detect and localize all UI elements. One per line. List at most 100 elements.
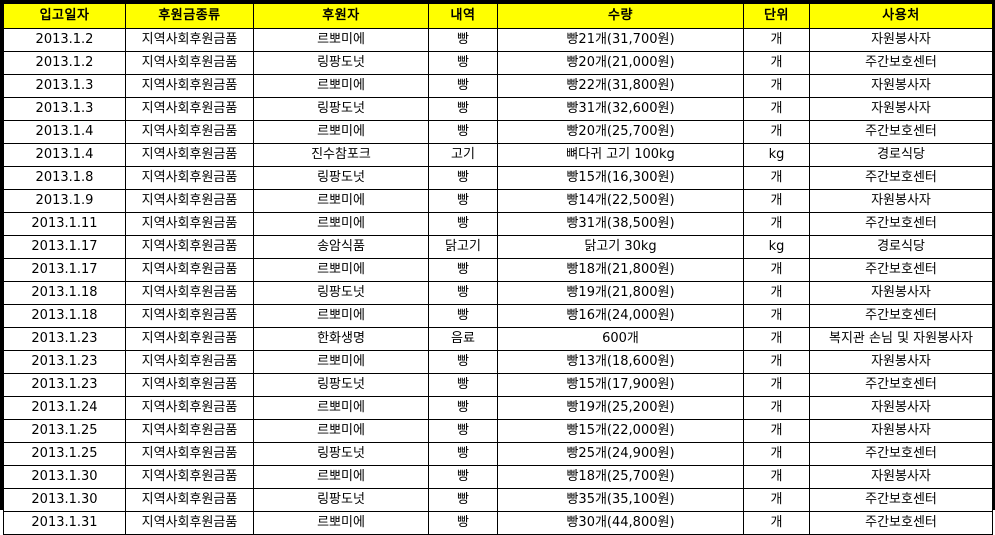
cell-qty[interactable]: 빵30개(44,800원) [497,511,744,535]
cell-donor[interactable]: 르뽀미에 [253,74,429,98]
cell-qty[interactable]: 빵19개(25,200원) [497,396,744,420]
cell-usage[interactable]: 자원봉사자 [809,74,993,98]
cell-usage[interactable]: 복지관 손님 및 자원봉사자 [809,327,993,351]
cell-unit[interactable]: 개 [743,465,810,489]
cell-date[interactable]: 2013.1.4 [3,120,126,144]
cell-unit[interactable]: 개 [743,396,810,420]
cell-date[interactable]: 2013.1.23 [3,350,126,374]
cell-usage[interactable]: 주간보호센터 [809,304,993,328]
cell-date[interactable]: 2013.1.24 [3,396,126,420]
cell-usage[interactable]: 주간보호센터 [809,120,993,144]
cell-usage[interactable]: 주간보호센터 [809,51,993,75]
cell-donor[interactable]: 한화생명 [253,327,429,351]
cell-donor[interactable]: 진수참포크 [253,143,429,167]
cell-donor[interactable]: 링팡도넛 [253,281,429,305]
cell-unit[interactable]: kg [743,235,810,259]
cell-date[interactable]: 2013.1.18 [3,304,126,328]
cell-unit[interactable]: 개 [743,189,810,213]
cell-detail[interactable]: 빵 [428,511,498,535]
cell-unit[interactable]: 개 [743,281,810,305]
cell-kind[interactable]: 지역사회후원금품 [125,396,254,420]
cell-unit[interactable]: 개 [743,373,810,397]
cell-donor[interactable]: 르뽀미에 [253,350,429,374]
cell-unit[interactable]: 개 [743,120,810,144]
cell-unit[interactable]: 개 [743,419,810,443]
column-header-donor[interactable]: 후원자 [253,3,429,29]
cell-unit[interactable]: 개 [743,511,810,535]
cell-qty[interactable]: 600개 [497,327,744,351]
cell-usage[interactable]: 자원봉사자 [809,97,993,121]
cell-qty[interactable]: 빵20개(21,000원) [497,51,744,75]
cell-detail[interactable]: 고기 [428,143,498,167]
cell-date[interactable]: 2013.1.3 [3,74,126,98]
cell-detail[interactable]: 음료 [428,327,498,351]
cell-detail[interactable]: 빵 [428,396,498,420]
cell-kind[interactable]: 지역사회후원금품 [125,304,254,328]
cell-kind[interactable]: 지역사회후원금품 [125,143,254,167]
cell-unit[interactable]: 개 [743,51,810,75]
cell-detail[interactable]: 빵 [428,373,498,397]
cell-date[interactable]: 2013.1.17 [3,258,126,282]
cell-qty[interactable]: 빵18개(21,800원) [497,258,744,282]
cell-detail[interactable]: 빵 [428,51,498,75]
cell-qty[interactable]: 빵15개(22,000원) [497,419,744,443]
cell-kind[interactable]: 지역사회후원금품 [125,166,254,190]
cell-qty[interactable]: 빵15개(16,300원) [497,166,744,190]
cell-date[interactable]: 2013.1.11 [3,212,126,236]
cell-donor[interactable]: 르뽀미에 [253,189,429,213]
cell-qty[interactable]: 닭고기 30kg [497,235,744,259]
cell-donor[interactable]: 르뽀미에 [253,511,429,535]
cell-date[interactable]: 2013.1.25 [3,442,126,466]
cell-kind[interactable]: 지역사회후원금품 [125,120,254,144]
cell-qty[interactable]: 빵25개(24,900원) [497,442,744,466]
cell-unit[interactable]: 개 [743,442,810,466]
cell-date[interactable]: 2013.1.31 [3,511,126,535]
cell-unit[interactable]: 개 [743,212,810,236]
cell-donor[interactable]: 르뽀미에 [253,419,429,443]
cell-unit[interactable]: 개 [743,304,810,328]
cell-usage[interactable]: 경로식당 [809,143,993,167]
cell-kind[interactable]: 지역사회후원금품 [125,28,254,52]
cell-date[interactable]: 2013.1.18 [3,281,126,305]
cell-usage[interactable]: 자원봉사자 [809,28,993,52]
cell-usage[interactable]: 주간보호센터 [809,212,993,236]
column-header-unit[interactable]: 단위 [743,3,810,29]
cell-kind[interactable]: 지역사회후원금품 [125,51,254,75]
cell-date[interactable]: 2013.1.2 [3,51,126,75]
cell-date[interactable]: 2013.1.30 [3,465,126,489]
cell-donor[interactable]: 링팡도넛 [253,97,429,121]
cell-kind[interactable]: 지역사회후원금품 [125,327,254,351]
column-header-usage[interactable]: 사용처 [809,3,993,29]
cell-usage[interactable]: 경로식당 [809,235,993,259]
cell-usage[interactable]: 자원봉사자 [809,465,993,489]
cell-detail[interactable]: 빵 [428,419,498,443]
cell-qty[interactable]: 빵16개(24,000원) [497,304,744,328]
cell-usage[interactable]: 자원봉사자 [809,281,993,305]
cell-qty[interactable]: 빵14개(22,500원) [497,189,744,213]
cell-date[interactable]: 2013.1.9 [3,189,126,213]
cell-detail[interactable]: 빵 [428,74,498,98]
cell-usage[interactable]: 주간보호센터 [809,166,993,190]
cell-donor[interactable]: 르뽀미에 [253,120,429,144]
cell-detail[interactable]: 빵 [428,166,498,190]
cell-usage[interactable]: 주간보호센터 [809,442,993,466]
column-header-detail[interactable]: 내역 [428,3,498,29]
column-header-date[interactable]: 입고일자 [3,3,126,29]
cell-unit[interactable]: kg [743,143,810,167]
cell-donor[interactable]: 링팡도넛 [253,166,429,190]
cell-usage[interactable]: 자원봉사자 [809,189,993,213]
cell-detail[interactable]: 빵 [428,304,498,328]
cell-kind[interactable]: 지역사회후원금품 [125,235,254,259]
cell-unit[interactable]: 개 [743,97,810,121]
cell-kind[interactable]: 지역사회후원금품 [125,488,254,512]
cell-unit[interactable]: 개 [743,166,810,190]
cell-qty[interactable]: 빵15개(17,900원) [497,373,744,397]
cell-kind[interactable]: 지역사회후원금품 [125,97,254,121]
cell-qty[interactable]: 빵31개(32,600원) [497,97,744,121]
cell-date[interactable]: 2013.1.4 [3,143,126,167]
cell-unit[interactable]: 개 [743,350,810,374]
cell-qty[interactable]: 빵31개(38,500원) [497,212,744,236]
cell-date[interactable]: 2013.1.30 [3,488,126,512]
cell-date[interactable]: 2013.1.3 [3,97,126,121]
cell-kind[interactable]: 지역사회후원금품 [125,442,254,466]
